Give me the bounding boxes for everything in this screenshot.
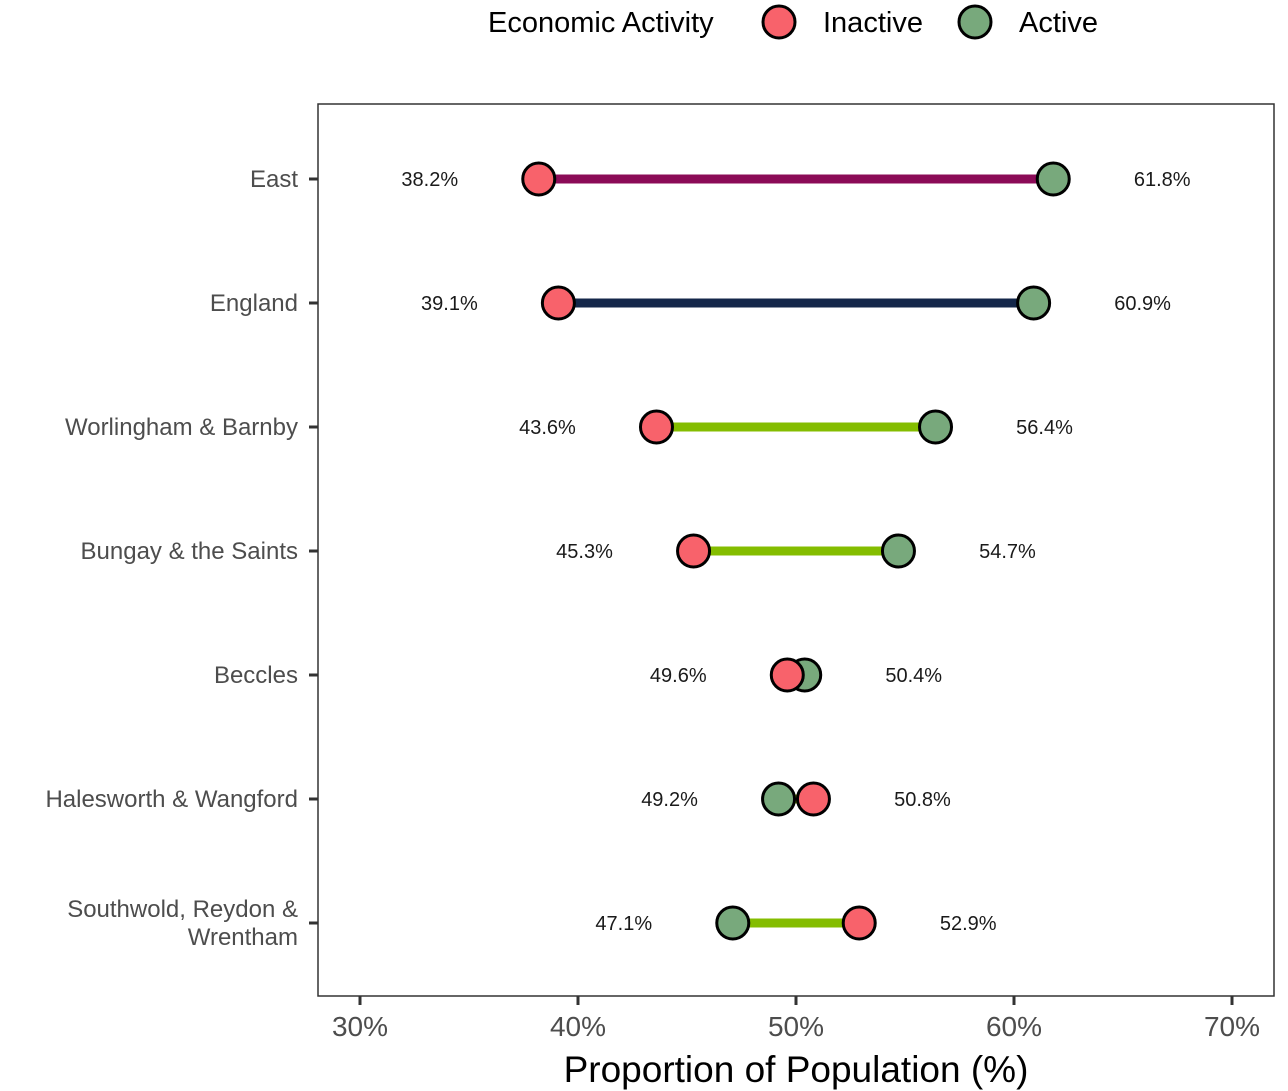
y-tick-label: England bbox=[210, 290, 298, 317]
point-inactive bbox=[540, 285, 576, 321]
value-label-low: 38.2% bbox=[401, 169, 458, 191]
x-axis: 30% 40% 50% 60% 70% bbox=[332, 996, 1260, 1042]
legend-label-inactive: Inactive bbox=[823, 7, 923, 39]
legend-marker-inactive bbox=[761, 4, 797, 40]
point-active bbox=[715, 905, 751, 941]
point-inactive bbox=[638, 409, 674, 445]
x-tick-label: 70% bbox=[1204, 1011, 1260, 1042]
row-1: England 39.1% 60.9% bbox=[210, 285, 1171, 321]
point-active bbox=[1035, 161, 1071, 197]
value-label-low: 49.6% bbox=[650, 665, 707, 687]
value-label-high: 50.4% bbox=[885, 665, 942, 687]
x-tick-label: 40% bbox=[550, 1011, 606, 1042]
row-6: Southwold, Reydon &Wrentham 47.1% 52.9% bbox=[67, 896, 997, 951]
row-5: Halesworth & Wangford 49.2% 50.8% bbox=[45, 781, 951, 817]
point-inactive bbox=[769, 657, 805, 693]
y-tick-label: Halesworth & Wangford bbox=[45, 786, 298, 813]
value-label-high: 50.8% bbox=[894, 789, 951, 811]
x-axis-title: Proportion of Population (%) bbox=[564, 1049, 1029, 1090]
value-label-low: 45.3% bbox=[556, 541, 613, 563]
legend-title: Economic Activity bbox=[488, 7, 714, 39]
value-label-high: 60.9% bbox=[1114, 293, 1171, 315]
row-4: Beccles 49.6% 50.4% bbox=[214, 657, 942, 693]
point-inactive bbox=[795, 781, 831, 817]
point-active bbox=[761, 781, 797, 817]
legend-label-active: Active bbox=[1019, 7, 1098, 39]
x-tick-label: 30% bbox=[332, 1011, 388, 1042]
y-tick-label: Bungay & the Saints bbox=[81, 538, 298, 565]
point-inactive bbox=[521, 161, 557, 197]
value-label-low: 43.6% bbox=[519, 417, 576, 439]
x-tick-label: 60% bbox=[986, 1011, 1042, 1042]
y-tick-label: Beccles bbox=[214, 662, 298, 689]
point-active bbox=[918, 409, 954, 445]
point-inactive bbox=[676, 533, 712, 569]
row-0: East 38.2% 61.8% bbox=[250, 161, 1191, 197]
row-2: Worlingham & Barnby 43.6% 56.4% bbox=[65, 409, 1073, 445]
legend-marker-active bbox=[957, 4, 993, 40]
value-label-low: 49.2% bbox=[641, 789, 698, 811]
y-tick-label: East bbox=[250, 166, 298, 193]
point-active bbox=[880, 533, 916, 569]
value-label-high: 52.9% bbox=[940, 913, 997, 935]
point-active bbox=[1016, 285, 1052, 321]
legend: Economic Activity Inactive Active bbox=[488, 4, 1098, 40]
value-label-high: 54.7% bbox=[979, 541, 1036, 563]
value-label-high: 56.4% bbox=[1016, 417, 1073, 439]
y-tick-label: Worlingham & Barnby bbox=[65, 414, 298, 441]
data-rows: East 38.2% 61.8% England 39.1% 60.9% Worlingha… bbox=[45, 161, 1191, 951]
value-label-low: 47.1% bbox=[595, 913, 652, 935]
x-tick-label: 50% bbox=[768, 1011, 824, 1042]
value-label-low: 39.1% bbox=[421, 293, 478, 315]
point-inactive bbox=[841, 905, 877, 941]
value-label-high: 61.8% bbox=[1134, 169, 1191, 191]
y-tick-label: Wrentham bbox=[188, 924, 298, 951]
row-3: Bungay & the Saints 45.3% 54.7% bbox=[81, 533, 1036, 569]
y-tick-label: Southwold, Reydon & bbox=[67, 896, 298, 923]
